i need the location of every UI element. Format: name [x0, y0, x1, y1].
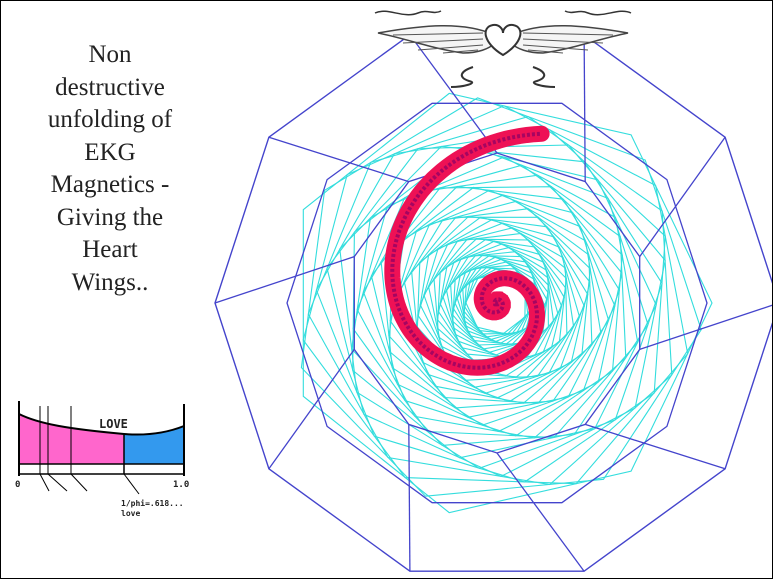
frame-spoke	[408, 424, 411, 572]
frame-spoke	[585, 423, 726, 470]
middle-decagon	[286, 102, 708, 504]
web-polygon	[397, 208, 591, 403]
frame-spoke	[214, 255, 355, 304]
winged-heart-icon	[374, 10, 632, 88]
web-polygon	[307, 115, 673, 486]
frame-spoke	[583, 34, 586, 182]
caption-line: Giving the	[56, 203, 164, 231]
web-polygon	[388, 189, 610, 409]
web-polygon	[416, 216, 585, 388]
web-polygon	[339, 145, 663, 469]
web-polygon	[370, 186, 623, 433]
spiral-shading	[390, 131, 542, 370]
web-polygon	[352, 146, 657, 459]
axis-start-label: 0	[15, 480, 20, 490]
caption-line: unfolding of	[47, 106, 173, 133]
web-polygon	[411, 215, 589, 395]
web-polygon	[326, 144, 666, 478]
frame-spoke	[268, 349, 355, 470]
phi-annotation: 1/phi=.618...	[121, 498, 184, 508]
love-annotation: love	[121, 509, 140, 518]
web-polygon	[416, 218, 581, 381]
caption-line: destructive	[55, 73, 165, 101]
frame-spoke	[639, 304, 772, 351]
love-ratio-chart: LOVE 0 1.0 1/phi=.618... love	[15, 401, 189, 518]
web-polygon	[356, 164, 627, 439]
caption-line: EKG	[84, 138, 136, 166]
caption-line: Wings..	[71, 268, 149, 296]
frame-spoke	[268, 136, 409, 183]
caption-line: Magnetics -	[50, 171, 170, 198]
heart-spiral-diagram	[214, 10, 772, 572]
golden-spiral	[384, 125, 550, 376]
love-label: LOVE	[99, 417, 128, 431]
caption-line: Non	[88, 41, 132, 68]
caption-text: Non destructive unfolding of EKG Magneti…	[9, 39, 211, 299]
caption-line: Heart	[82, 236, 138, 263]
blue-region	[124, 426, 184, 464]
axis-end-label: 1.0	[173, 480, 189, 490]
web-polygon	[315, 129, 666, 483]
web-polygon	[403, 216, 591, 399]
frame-spoke	[496, 452, 585, 572]
web-polygon	[362, 174, 623, 437]
web-polygon	[388, 186, 616, 418]
web-polygon	[300, 97, 702, 497]
frame-spoke	[639, 136, 726, 257]
love-curve	[18, 413, 185, 436]
web-polygon	[352, 156, 639, 439]
cyan-polygon-web	[300, 92, 713, 514]
web-polygon	[380, 185, 621, 426]
web-polygon	[302, 92, 713, 514]
frame-spoke	[409, 34, 498, 154]
web-polygon	[302, 105, 689, 485]
